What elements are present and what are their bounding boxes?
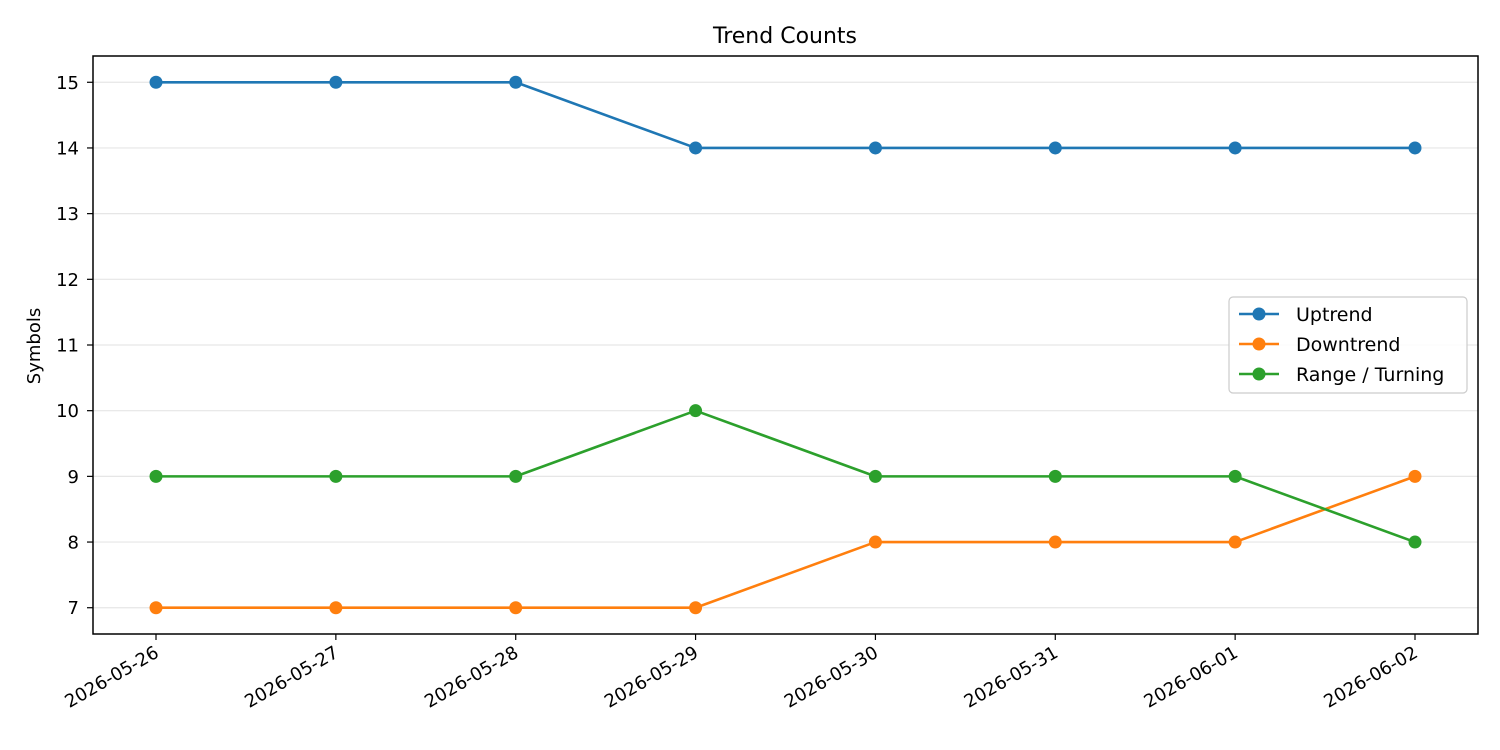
x-tick-label: 2026-06-01 [1141,642,1242,712]
legend-swatch-marker [1252,337,1266,351]
x-tick-label: 2026-05-31 [961,642,1062,712]
series-line [156,80,1415,150]
x-tick-label: 2026-05-27 [241,642,342,712]
y-tick-label: 13 [56,204,79,225]
y-tick-label: 12 [56,270,79,291]
data-point [329,601,343,615]
x-tick-label: 2026-05-28 [421,642,522,712]
data-point [868,535,882,549]
series-group [149,75,1422,615]
x-tick-label: 2026-05-26 [61,642,162,712]
data-point [509,75,523,89]
y-tick-label: 9 [68,467,79,488]
series-line [156,409,1416,544]
legend-label: Uptrend [1296,304,1373,326]
data-point [1048,141,1062,155]
chart-title: Trend Counts [712,24,857,49]
data-point [1048,535,1062,549]
data-point [689,141,703,155]
series-uptrend [149,75,1422,155]
data-point [689,601,703,615]
y-tick-label: 8 [68,533,79,554]
data-point [149,75,163,89]
legend-label: Range / Turning [1296,364,1444,386]
series-range-turning [149,404,1422,549]
data-point [149,469,163,483]
y-axis-label: Symbols [24,308,45,384]
data-point [509,469,523,483]
data-point [1228,141,1242,155]
data-point [329,469,343,483]
series-downtrend [149,469,1422,615]
y-tick-label: 7 [68,598,79,619]
y-tick-label: 15 [56,73,79,94]
legend-box [1228,296,1468,394]
data-point [1408,141,1422,155]
x-tick-label: 2026-05-29 [601,642,702,712]
data-point [1228,535,1242,549]
y-tick-label: 14 [56,138,79,159]
data-point [1228,469,1242,483]
legend-swatch-marker [1252,307,1266,321]
data-point [329,75,343,89]
legend-label: Downtrend [1296,334,1400,356]
data-point [149,601,163,615]
data-point [868,141,882,155]
data-point [1048,469,1062,483]
data-point [868,469,882,483]
series-line [156,475,1416,610]
x-tick-label: 2026-06-02 [1320,642,1421,712]
legend: Uptrend Downtrend Range / Turning [1228,296,1468,394]
y-tick-label: 10 [56,401,79,422]
data-point [509,601,523,615]
data-point [689,404,703,418]
data-point [1408,469,1422,483]
axis-ticks: 7 8 9 10 11 12 13 14 15 2026-05-26 2026-05-27 2026-… [56,73,1421,713]
x-tick-label: 2026-05-30 [781,642,882,712]
legend-swatch-marker [1252,367,1266,381]
data-point [1408,535,1422,549]
y-tick-label: 11 [56,336,79,357]
